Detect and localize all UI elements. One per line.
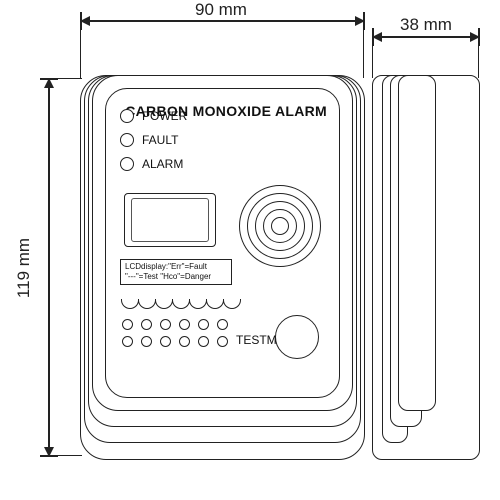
dim-height-arrow-b [44,447,54,457]
side-profile [372,75,480,460]
vent-dot [179,336,190,347]
scallop [189,299,207,309]
dim-width-line [86,20,358,22]
alarm-led-label: ALARM [142,157,183,171]
vent-dot [122,319,133,330]
vent-dot [160,336,171,347]
link-depth-right [478,46,479,78]
power-led-icon [120,109,134,123]
scallop [223,299,241,309]
unit-front: CARBON MONOXIDE ALARM POWER FAULT ALARM [80,75,365,460]
link-top-left [80,30,81,78]
vent-dot [179,319,190,330]
unit-face: CARBON MONOXIDE ALARM POWER FAULT ALARM [92,75,353,411]
scallop [155,299,173,309]
link-left-bot [58,455,82,456]
vent-dot [198,319,209,330]
test-button[interactable] [275,315,319,359]
speaker-ring-4 [271,217,289,235]
fault-led-icon [120,133,134,147]
diagram-canvas: 90 mm 38 mm 119 mm CARBON MONOXIDE ALARM [0,0,500,500]
vent-dot [141,336,152,347]
lcd-caption-line1: LCDdisplay:"Err"=Fault [125,262,207,271]
dim-depth-label: 38 mm [400,15,452,35]
scallop [138,299,156,309]
dim-height-line [48,84,50,450]
scallop [121,299,139,309]
inner-panel: CARBON MONOXIDE ALARM POWER FAULT ALARM [105,88,340,398]
vent-dot-grid [122,319,228,347]
dim-depth-arrow-l [372,32,382,42]
lcd-caption-line2: "---"=Test "Hco"=Danger [125,272,211,281]
lcd-display [124,193,216,247]
led-row-alarm: ALARM [120,157,183,171]
dim-width-arrow-r [355,16,365,26]
dim-depth-arrow-r [470,32,480,42]
dim-height-arrow-t [44,78,54,88]
dim-width-arrow-l [80,16,90,26]
vent-dot [217,319,228,330]
vent-dot [141,319,152,330]
scallop [206,299,224,309]
vent-dot [160,319,171,330]
lcd-caption: LCDdisplay:"Err"=Fault "---"=Test "Hco"=… [120,259,232,285]
link-left-top [58,78,82,79]
vent-dot [122,336,133,347]
link-depth-left [372,46,373,78]
vent-dot [198,336,209,347]
alarm-led-icon [120,157,134,171]
scallop [172,299,190,309]
led-row-power: POWER [120,109,187,123]
dim-depth-line [378,36,473,38]
fault-led-label: FAULT [142,133,178,147]
power-led-label: POWER [142,109,187,123]
link-top-right [363,30,364,78]
speaker-grill [239,185,321,267]
side-plate-1 [398,75,436,411]
led-row-fault: FAULT [120,133,178,147]
dim-width-label: 90 mm [195,0,247,20]
dim-height-label: 119 mm [14,238,34,298]
scallop-strip [122,299,241,309]
vent-dot [217,336,228,347]
